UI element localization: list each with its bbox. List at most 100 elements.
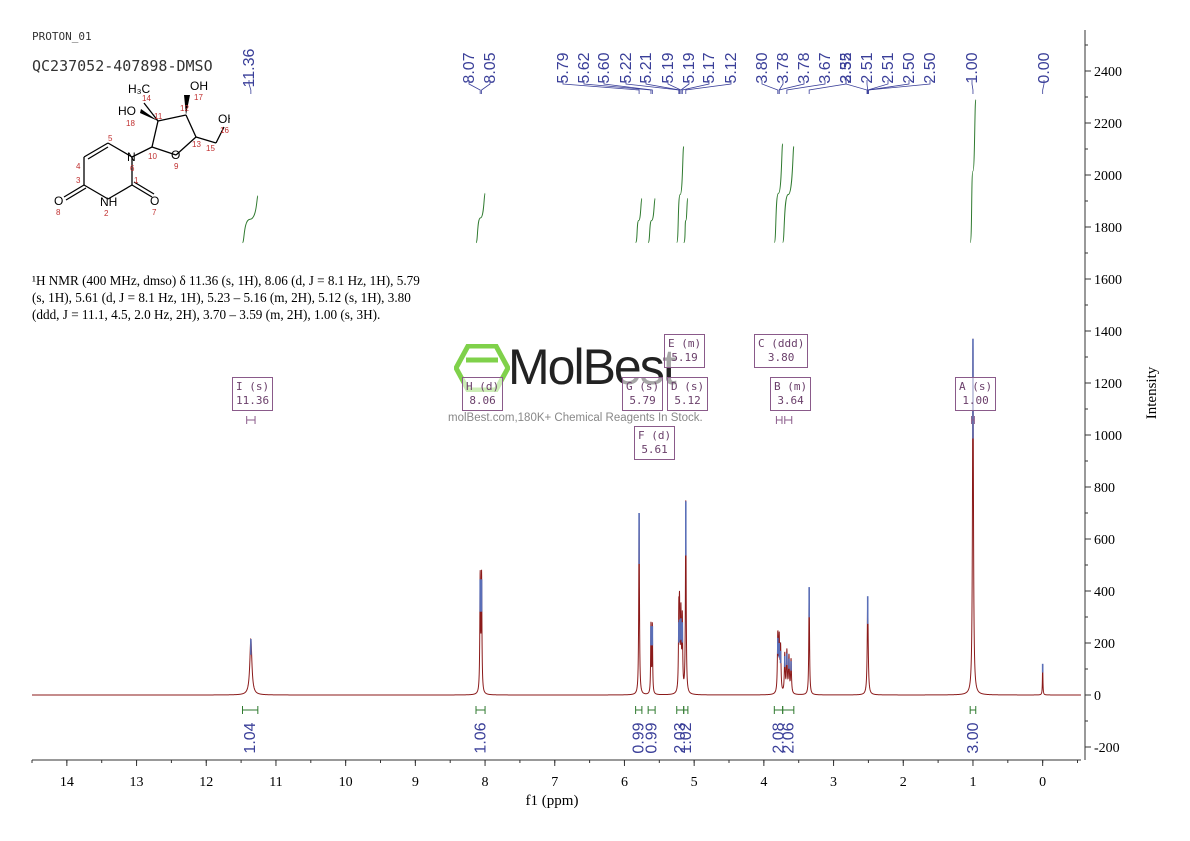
integral-value: 1.02 (678, 722, 695, 753)
peak-label-leader (971, 80, 974, 94)
x-tick-label: 13 (130, 775, 144, 790)
y-tick-label: 0 (1094, 689, 1101, 704)
integral-curve (969, 99, 977, 244)
atom-nh-2: NH (100, 195, 117, 209)
multiplet-type: G (s) (626, 380, 660, 393)
peak-label-leader (778, 80, 805, 94)
x-tick-label: 1 (969, 775, 976, 790)
peak-label-leader (1042, 80, 1045, 94)
watermark-tagline: molBest.com,180K+ Chemical Reagents In S… (448, 412, 703, 424)
x-tick-label: 5 (691, 775, 698, 790)
multiplet-box-c: C (ddd) 3.80 (754, 334, 809, 368)
multiplet-box-f: F (d) 5.61 (634, 426, 676, 460)
integral-curve (635, 197, 643, 244)
multiplet-box-g: G (s) 5.79 (622, 377, 664, 411)
peak-label-leader (867, 80, 889, 94)
spectrum-line (32, 338, 1081, 696)
multiplet-type: C (ddd) (758, 337, 805, 350)
peak-label: 11.36 (241, 48, 258, 87)
x-tick-label: 3 (830, 775, 837, 790)
x-tick-label: 2 (900, 775, 907, 790)
atom-n-6: N (127, 150, 136, 164)
atom-oh-16: OH (218, 112, 230, 126)
multiplet-shift: 1.00 (962, 394, 989, 407)
atom-num-8: 8 (56, 208, 61, 217)
multiplet-shift: 11.36 (236, 394, 270, 407)
y-tick-label: 1600 (1094, 273, 1122, 288)
peak-label: 3.67 (817, 52, 834, 83)
x-tick-label: 8 (482, 775, 489, 790)
y-tick-label: 1400 (1094, 325, 1122, 340)
atom-num-7: 7 (152, 208, 157, 217)
peak-label-leader (845, 80, 868, 94)
y-tick-label: 2400 (1094, 65, 1122, 80)
multiplet-type: B (m) (774, 380, 808, 393)
peak-label-leader (481, 80, 491, 94)
atom-num-1: 1 (134, 176, 139, 185)
atom-num-15: 15 (206, 144, 215, 153)
multiplet-box-a: A (s) 1.00 (955, 377, 997, 411)
integral-value: 2.06 (780, 722, 797, 753)
multiplet-shift: 8.06 (469, 394, 496, 407)
multiplet-shift: 5.19 (671, 351, 698, 364)
peak-label: 3.80 (754, 52, 771, 83)
integral-value: 1.06 (473, 722, 490, 753)
y-tick-label: 1800 (1094, 221, 1122, 236)
integral-value: 0.99 (631, 722, 648, 753)
peak-label-leader (562, 80, 640, 94)
atom-num-14: 14 (142, 94, 151, 103)
peak-label: 1.00 (964, 52, 981, 83)
atom-num-4: 4 (76, 162, 81, 171)
multiplet-shift: 5.79 (629, 394, 656, 407)
peak-label-leader (625, 80, 680, 94)
atom-num-13: 13 (192, 140, 201, 149)
atom-num-6: 6 (130, 164, 135, 173)
integral-curve (647, 197, 656, 244)
x-tick-label: 14 (60, 775, 74, 790)
peak-label-leader (583, 80, 652, 94)
y-tick-label: 200 (1094, 637, 1115, 652)
peak-label-leader (603, 80, 653, 94)
atom-num-5: 5 (108, 134, 113, 143)
integral-value: 2.03 (672, 722, 689, 753)
multiplet-box-h: H (d) 8.06 (462, 377, 504, 411)
peak-label-leader (681, 80, 710, 94)
atom-o-7: O (150, 194, 159, 208)
multiplet-box-e: E (m) 5.19 (664, 334, 706, 368)
peak-label: 5.60 (596, 52, 613, 83)
peak-label: 0.00 (1036, 52, 1053, 83)
y-tick-label: 2000 (1094, 169, 1122, 184)
multiplet-shift: 3.80 (767, 351, 795, 364)
peak-label-leader (645, 80, 680, 94)
x-tick-label: 11 (269, 775, 282, 790)
peak-label: 5.19 (681, 52, 698, 83)
x-tick-label: 0 (1039, 775, 1046, 790)
multiplet-shift: 5.12 (674, 394, 701, 407)
x-tick-label: 9 (412, 775, 419, 790)
atom-num-17: 17 (194, 93, 203, 102)
multiplet-type: F (d) (638, 429, 672, 442)
experiment-name: PROTON_01 (32, 30, 92, 43)
peak-label: 5.21 (638, 52, 655, 83)
peak-label-leader (868, 80, 931, 94)
peak-label-leader (786, 80, 826, 94)
y-tick-label: 2200 (1094, 117, 1122, 132)
peak-label: 5.79 (555, 52, 572, 83)
x-tick-label: 10 (339, 775, 353, 790)
y-tick-label: 400 (1094, 585, 1115, 600)
peak-label: 5.12 (723, 52, 740, 83)
y-tick-label: 800 (1094, 481, 1115, 496)
x-tick-label: 12 (199, 775, 213, 790)
integral-curve (683, 197, 689, 244)
peak-label: 5.17 (701, 52, 718, 83)
y-tick-label: 600 (1094, 533, 1115, 548)
peak-label: 8.07 (461, 52, 478, 83)
x-tick-label: 6 (621, 775, 628, 790)
atom-h3c-14: H₃C (128, 82, 151, 96)
y-tick-label: 1200 (1094, 377, 1122, 392)
x-tick-label: 7 (551, 775, 558, 790)
peak-label-leader (685, 80, 732, 94)
integral-value: 0.99 (644, 722, 661, 753)
y-tick-label: 1000 (1094, 429, 1122, 444)
